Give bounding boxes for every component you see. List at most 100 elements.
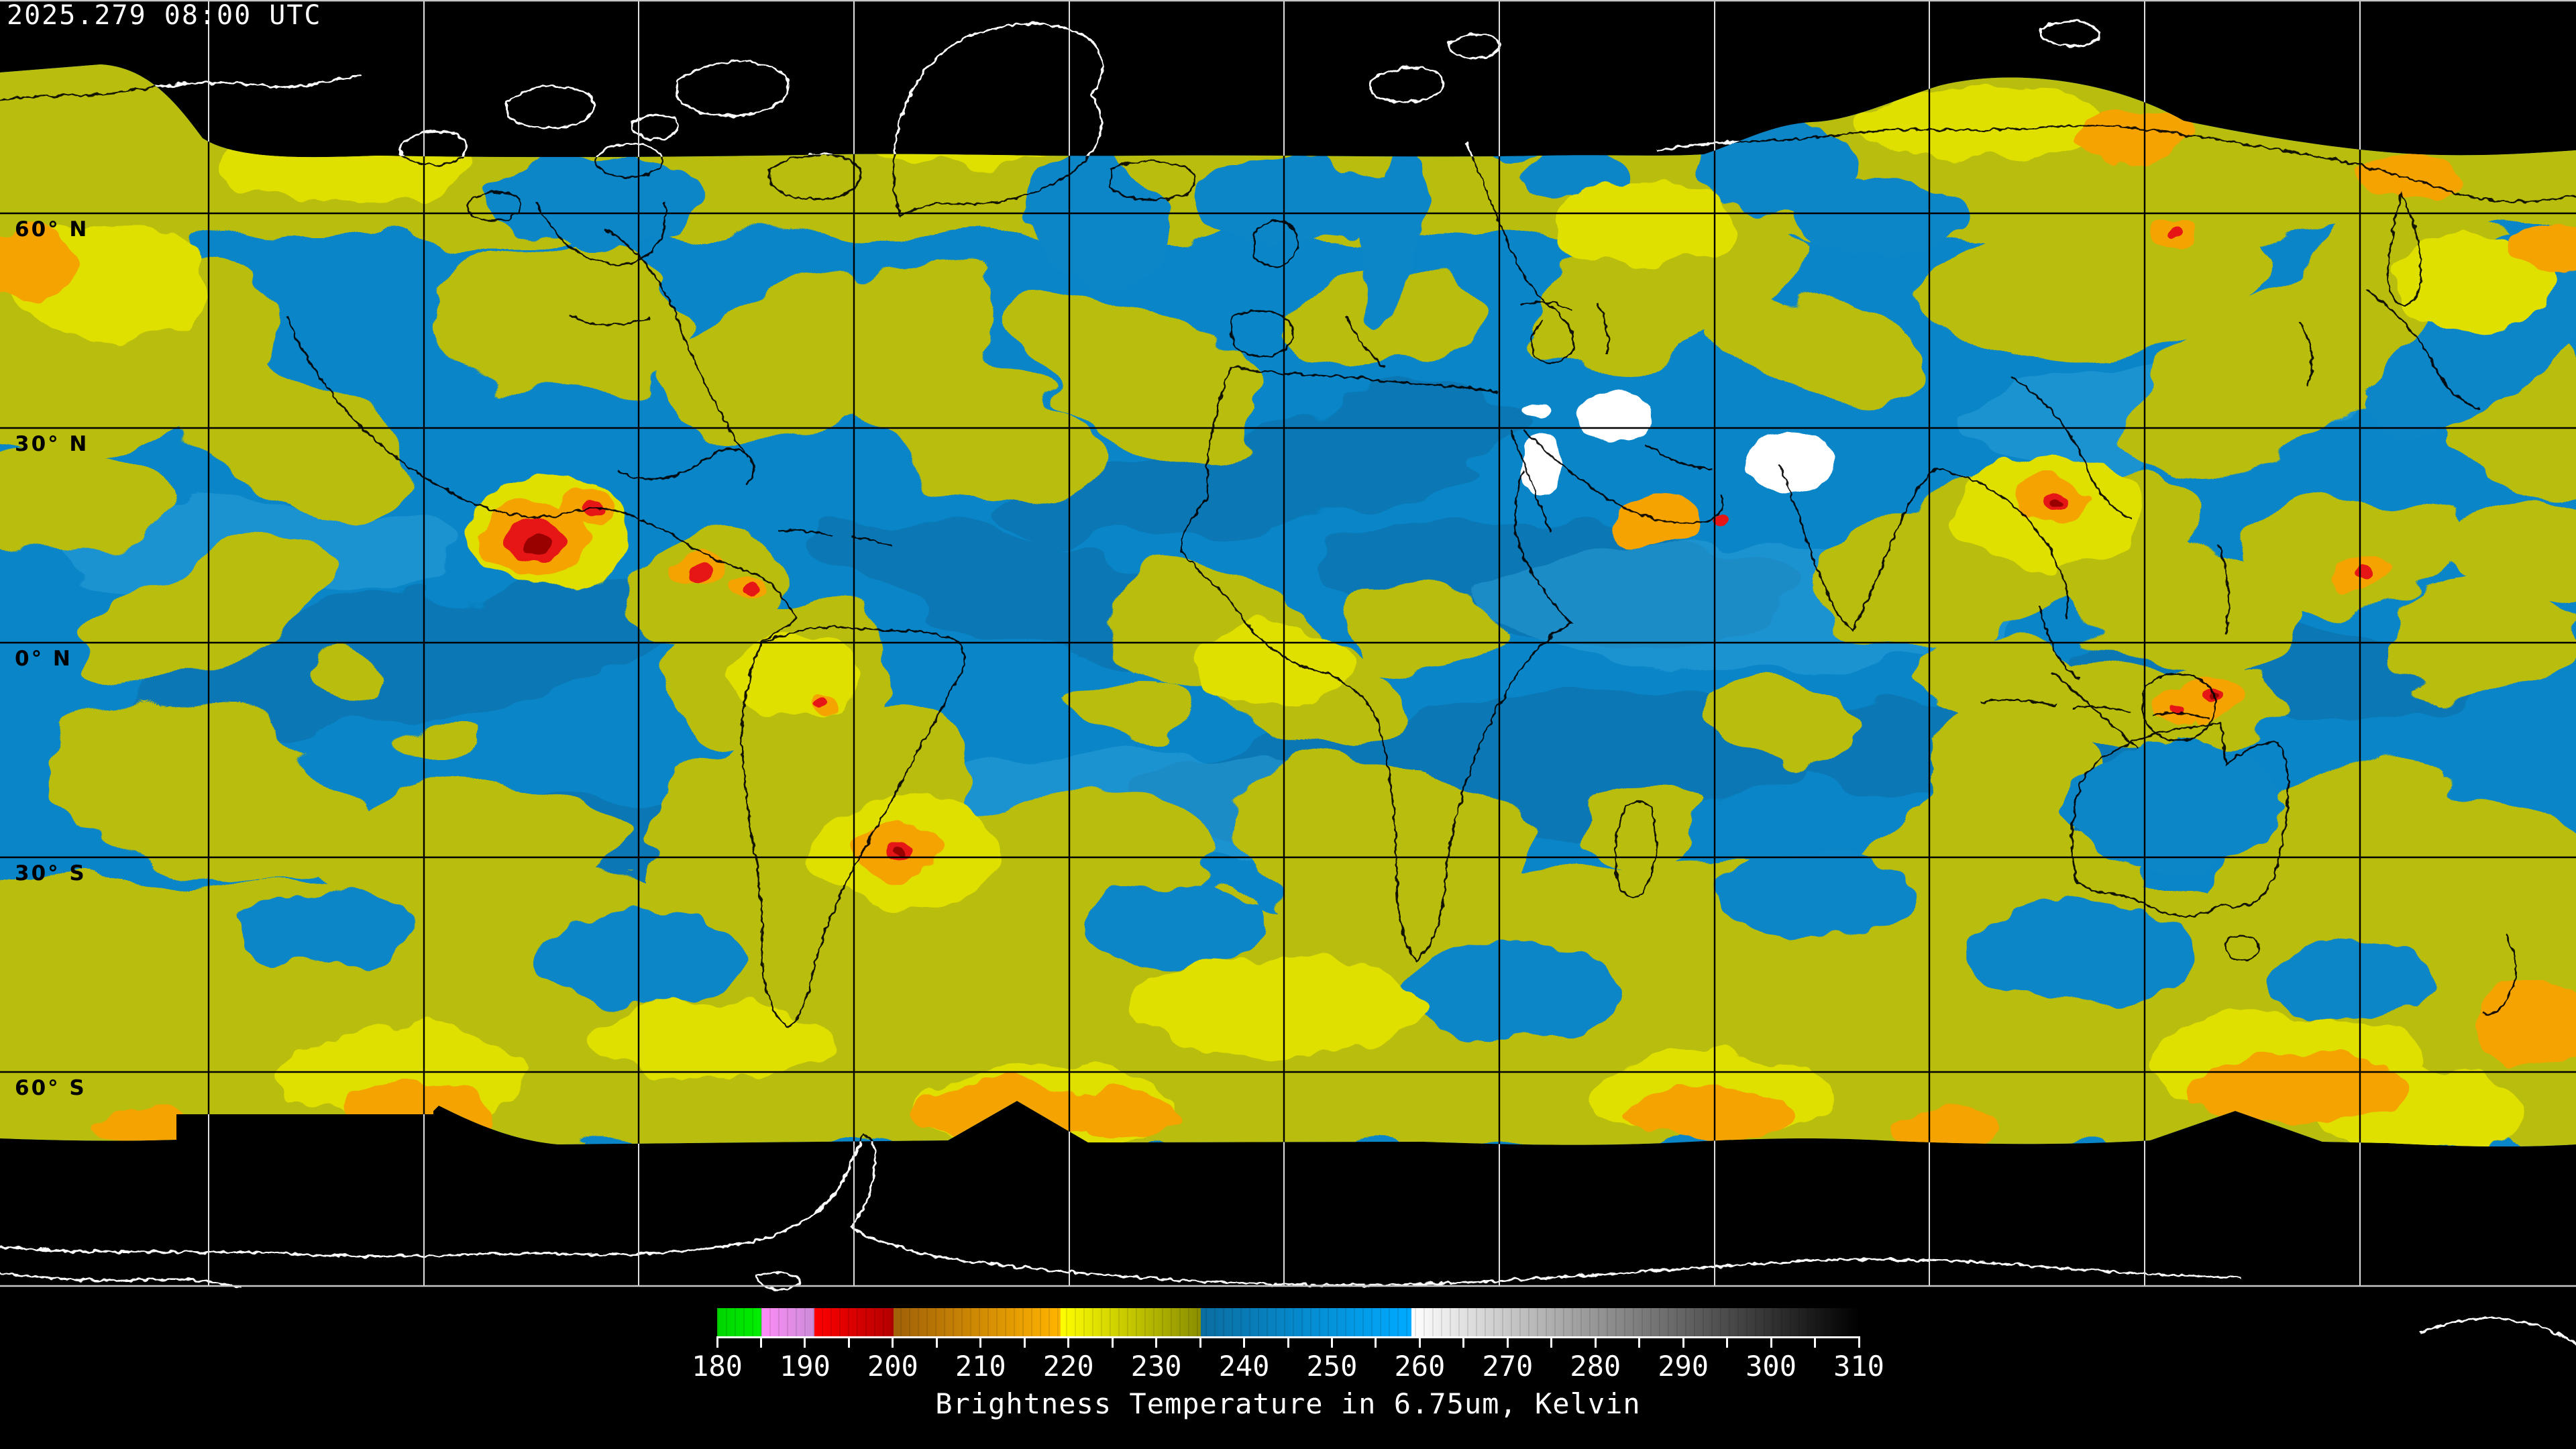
cloud-blob [1858, 85, 2102, 160]
cloud-blob [2170, 704, 2184, 714]
colorbar-tick-210K [979, 1336, 982, 1348]
colorbar-tick-290K [1682, 1336, 1684, 1348]
latitude-label: 0° N [15, 647, 72, 671]
colorbar-tick-250K [1330, 1336, 1333, 1348]
colorbar-tick-label: 250 [1306, 1350, 1358, 1383]
colorbar-segment-259-310K [1411, 1308, 1859, 1336]
cloud-blob [2241, 494, 2458, 609]
cloud-blob [1080, 678, 1203, 747]
colorbar-tick-255K [1375, 1336, 1377, 1348]
colorbar-tick-215K [1023, 1336, 1026, 1348]
colorbar-tick-190K [804, 1336, 806, 1348]
cloud-blob [0, 438, 164, 561]
colorbar-tick-235K [1199, 1336, 1201, 1348]
colorbar-tick-label: 210 [955, 1350, 1006, 1383]
latitude-label: 60° S [15, 1076, 87, 1100]
cloud-blob [2169, 227, 2184, 239]
colorbar-tick-label: 220 [1042, 1350, 1094, 1383]
cloud-blob [179, 360, 405, 505]
cloud-blob [1630, 1085, 1794, 1142]
colorbar-tick-label: 300 [1746, 1350, 1796, 1383]
cloud-blob [38, 702, 368, 883]
colorbar: 180 190 200 210 220 230 240 250 260 270 280 290 300 3… [692, 1308, 1884, 1420]
colorbar-tick-220K [1067, 1336, 1070, 1348]
cloud-blob [1521, 432, 1562, 496]
extreme-cold-cloud-white [1521, 391, 1835, 496]
cloud-blob [1016, 290, 1272, 461]
colorbar-tick-label: 230 [1130, 1350, 1182, 1383]
colorbar-tick-label: 280 [1570, 1350, 1621, 1383]
cloud-blob [2388, 584, 2576, 694]
satellite-coverage [0, 64, 2576, 1147]
overshooting-tops [523, 499, 2218, 857]
cloud-blob [2388, 235, 2552, 331]
cloud-blob [1025, 154, 1175, 289]
cloud-blob [2074, 541, 2303, 669]
cloud-blob [1400, 943, 1621, 1040]
cloud-blob [1525, 404, 1549, 417]
cloud-blob [2073, 111, 2196, 160]
colorbar-tick-label: 290 [1658, 1350, 1709, 1383]
cloud-blob [1073, 1089, 1183, 1138]
colorbar-banding-overlay [717, 1308, 1859, 1336]
colorbar-caption: Brightness Temperature in 6.75um, Kelvin [935, 1387, 1641, 1420]
cloud-blob [2289, 788, 2576, 959]
colorbar-segment-180-185K [717, 1308, 762, 1336]
cloud-blob [1710, 513, 1730, 528]
graticule-black [0, 64, 2576, 1147]
colorbar-tick-label: 260 [1394, 1350, 1446, 1383]
colorbar-segment-191-200K [814, 1308, 894, 1336]
cloud-blob [417, 241, 690, 396]
timestamp: 2025.279 08:00 UTC [7, 0, 322, 31]
colorbar-tick-285K [1638, 1336, 1641, 1348]
cloud-blob [2509, 218, 2576, 272]
cloud-blob [1966, 903, 2196, 1005]
cloud-blob [523, 534, 551, 554]
cloud-blob [478, 154, 700, 246]
cloud-blob [1127, 959, 1422, 1053]
cloud-blob [1358, 148, 1426, 321]
cloud-blob [1216, 760, 1538, 920]
cloud-blob [1271, 266, 1487, 381]
colorbar-tick-200K [892, 1336, 894, 1348]
cloud-blob [1335, 584, 1485, 667]
colorbar-segment-200-219K [892, 1308, 1061, 1336]
cloud-blob [322, 778, 620, 915]
map-frame-borders [0, 0, 2576, 1287]
cloud-blob [2187, 1053, 2404, 1123]
cloud-blob [138, 582, 670, 736]
cloud-blob [745, 583, 761, 596]
colorbar-tick-230K [1155, 1336, 1158, 1348]
cloud-blob [1201, 624, 1351, 707]
cloud-blob [2066, 738, 2281, 872]
colorbar-tick-240K [1243, 1336, 1246, 1348]
cloud-blob [1012, 393, 1540, 549]
colorbar-ticks [716, 1336, 1860, 1348]
cloud-blob [1583, 789, 1707, 864]
colorbar-tick-280K [1594, 1336, 1597, 1348]
colorbar-segment-219-235K [1059, 1308, 1201, 1336]
cloud-blob [592, 1001, 833, 1081]
colorbar-tick-label: 310 [1833, 1350, 1884, 1383]
cloud-blob [1621, 494, 1696, 542]
colorbar-tick-label: 240 [1218, 1350, 1270, 1383]
cloud-blob [1709, 290, 1921, 411]
colorbar-tick-265K [1462, 1336, 1465, 1348]
colorbar-tick-275K [1550, 1336, 1553, 1348]
cloud-blob [1711, 678, 1861, 761]
colorbar-tick-195K [847, 1336, 850, 1348]
latitude-label: 30° N [15, 432, 89, 456]
cloud-blob [1713, 849, 1912, 938]
cloud-blob [1924, 698, 2088, 885]
cloud-blob [0, 235, 76, 297]
cloud-blob [2265, 939, 2433, 1017]
colorbar-tick-label: 270 [1482, 1350, 1534, 1383]
colorbar-tick-260K [1418, 1336, 1421, 1348]
cloud-blob [811, 515, 1204, 655]
cloud-blob [1197, 158, 1399, 241]
cloud-blob [2051, 499, 2063, 508]
colorbar-tick-295K [1726, 1336, 1729, 1348]
latitude-label: 60° N [15, 217, 89, 241]
latitude-label: 30° S [15, 861, 87, 885]
